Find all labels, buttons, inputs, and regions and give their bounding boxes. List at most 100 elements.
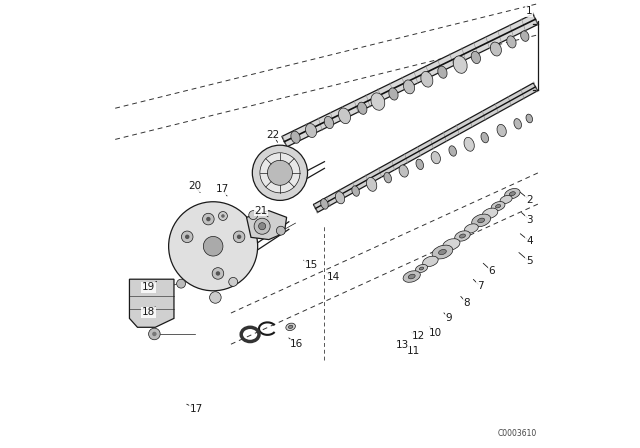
Ellipse shape	[339, 108, 351, 124]
Ellipse shape	[408, 274, 415, 279]
Ellipse shape	[324, 116, 333, 129]
Circle shape	[209, 292, 221, 303]
Ellipse shape	[289, 325, 292, 328]
Ellipse shape	[471, 52, 481, 64]
Ellipse shape	[477, 218, 484, 223]
Text: 6: 6	[488, 266, 495, 276]
Circle shape	[181, 231, 193, 243]
Text: 22: 22	[267, 130, 280, 140]
Ellipse shape	[497, 125, 506, 137]
Circle shape	[148, 328, 160, 340]
Circle shape	[234, 231, 245, 243]
Circle shape	[168, 202, 258, 291]
Text: 9: 9	[446, 314, 452, 323]
Ellipse shape	[514, 119, 522, 129]
Ellipse shape	[419, 267, 424, 270]
Text: 4: 4	[526, 236, 532, 246]
Polygon shape	[314, 83, 538, 212]
Text: 17: 17	[189, 404, 203, 414]
Circle shape	[259, 223, 266, 230]
Text: 17: 17	[216, 184, 228, 194]
Ellipse shape	[403, 80, 415, 94]
Text: 12: 12	[412, 331, 424, 341]
Ellipse shape	[490, 42, 501, 56]
Circle shape	[252, 145, 308, 200]
Ellipse shape	[526, 114, 532, 123]
Circle shape	[221, 214, 225, 218]
Ellipse shape	[438, 66, 447, 78]
Circle shape	[203, 213, 214, 225]
Circle shape	[216, 271, 220, 276]
Ellipse shape	[454, 231, 470, 241]
Text: 2: 2	[526, 194, 532, 205]
Ellipse shape	[367, 177, 377, 191]
Polygon shape	[246, 211, 287, 240]
Ellipse shape	[305, 124, 317, 138]
Text: 5: 5	[526, 256, 532, 267]
Ellipse shape	[472, 214, 491, 227]
Text: 3: 3	[526, 215, 532, 224]
Circle shape	[268, 160, 292, 185]
Polygon shape	[129, 279, 174, 327]
Circle shape	[185, 235, 189, 239]
Ellipse shape	[431, 151, 440, 164]
Ellipse shape	[384, 172, 392, 183]
Text: 10: 10	[429, 327, 442, 338]
Circle shape	[177, 279, 186, 288]
Circle shape	[218, 211, 227, 220]
Text: C0003610: C0003610	[498, 429, 537, 438]
Ellipse shape	[491, 202, 505, 211]
Ellipse shape	[465, 224, 478, 233]
Circle shape	[152, 332, 157, 336]
Text: 11: 11	[407, 346, 420, 356]
Ellipse shape	[509, 192, 515, 196]
Text: 21: 21	[255, 206, 268, 215]
Ellipse shape	[481, 133, 488, 143]
Ellipse shape	[321, 199, 328, 209]
Text: 19: 19	[142, 282, 156, 292]
Ellipse shape	[521, 31, 529, 41]
Text: 13: 13	[396, 340, 409, 350]
Text: 1: 1	[526, 6, 532, 16]
Ellipse shape	[443, 239, 460, 250]
Ellipse shape	[358, 102, 367, 114]
Ellipse shape	[432, 245, 452, 259]
Circle shape	[249, 211, 258, 220]
Ellipse shape	[291, 131, 300, 143]
Circle shape	[276, 226, 285, 235]
Ellipse shape	[449, 146, 456, 156]
Ellipse shape	[286, 323, 296, 331]
Ellipse shape	[389, 88, 398, 100]
Ellipse shape	[403, 271, 420, 282]
Text: 8: 8	[463, 298, 470, 308]
Ellipse shape	[507, 36, 516, 48]
Ellipse shape	[415, 264, 428, 272]
Text: 20: 20	[188, 181, 201, 191]
Ellipse shape	[460, 234, 465, 238]
Ellipse shape	[371, 93, 385, 110]
Text: 15: 15	[305, 260, 317, 270]
Text: 14: 14	[327, 272, 340, 282]
Circle shape	[204, 237, 223, 256]
Ellipse shape	[504, 189, 520, 199]
Ellipse shape	[421, 72, 433, 87]
Text: 18: 18	[142, 307, 156, 317]
Circle shape	[237, 235, 241, 239]
Circle shape	[260, 153, 300, 193]
Text: 7: 7	[477, 281, 484, 291]
Circle shape	[228, 277, 237, 286]
Circle shape	[206, 217, 211, 221]
Ellipse shape	[399, 165, 408, 177]
Ellipse shape	[483, 208, 498, 219]
Ellipse shape	[416, 159, 424, 169]
Ellipse shape	[453, 56, 467, 73]
Circle shape	[254, 218, 270, 234]
Circle shape	[212, 267, 224, 279]
Ellipse shape	[422, 256, 438, 267]
Ellipse shape	[464, 138, 474, 151]
Polygon shape	[282, 14, 538, 147]
Ellipse shape	[335, 192, 345, 204]
Ellipse shape	[495, 204, 500, 208]
Ellipse shape	[352, 186, 360, 196]
Text: 16: 16	[290, 339, 303, 349]
